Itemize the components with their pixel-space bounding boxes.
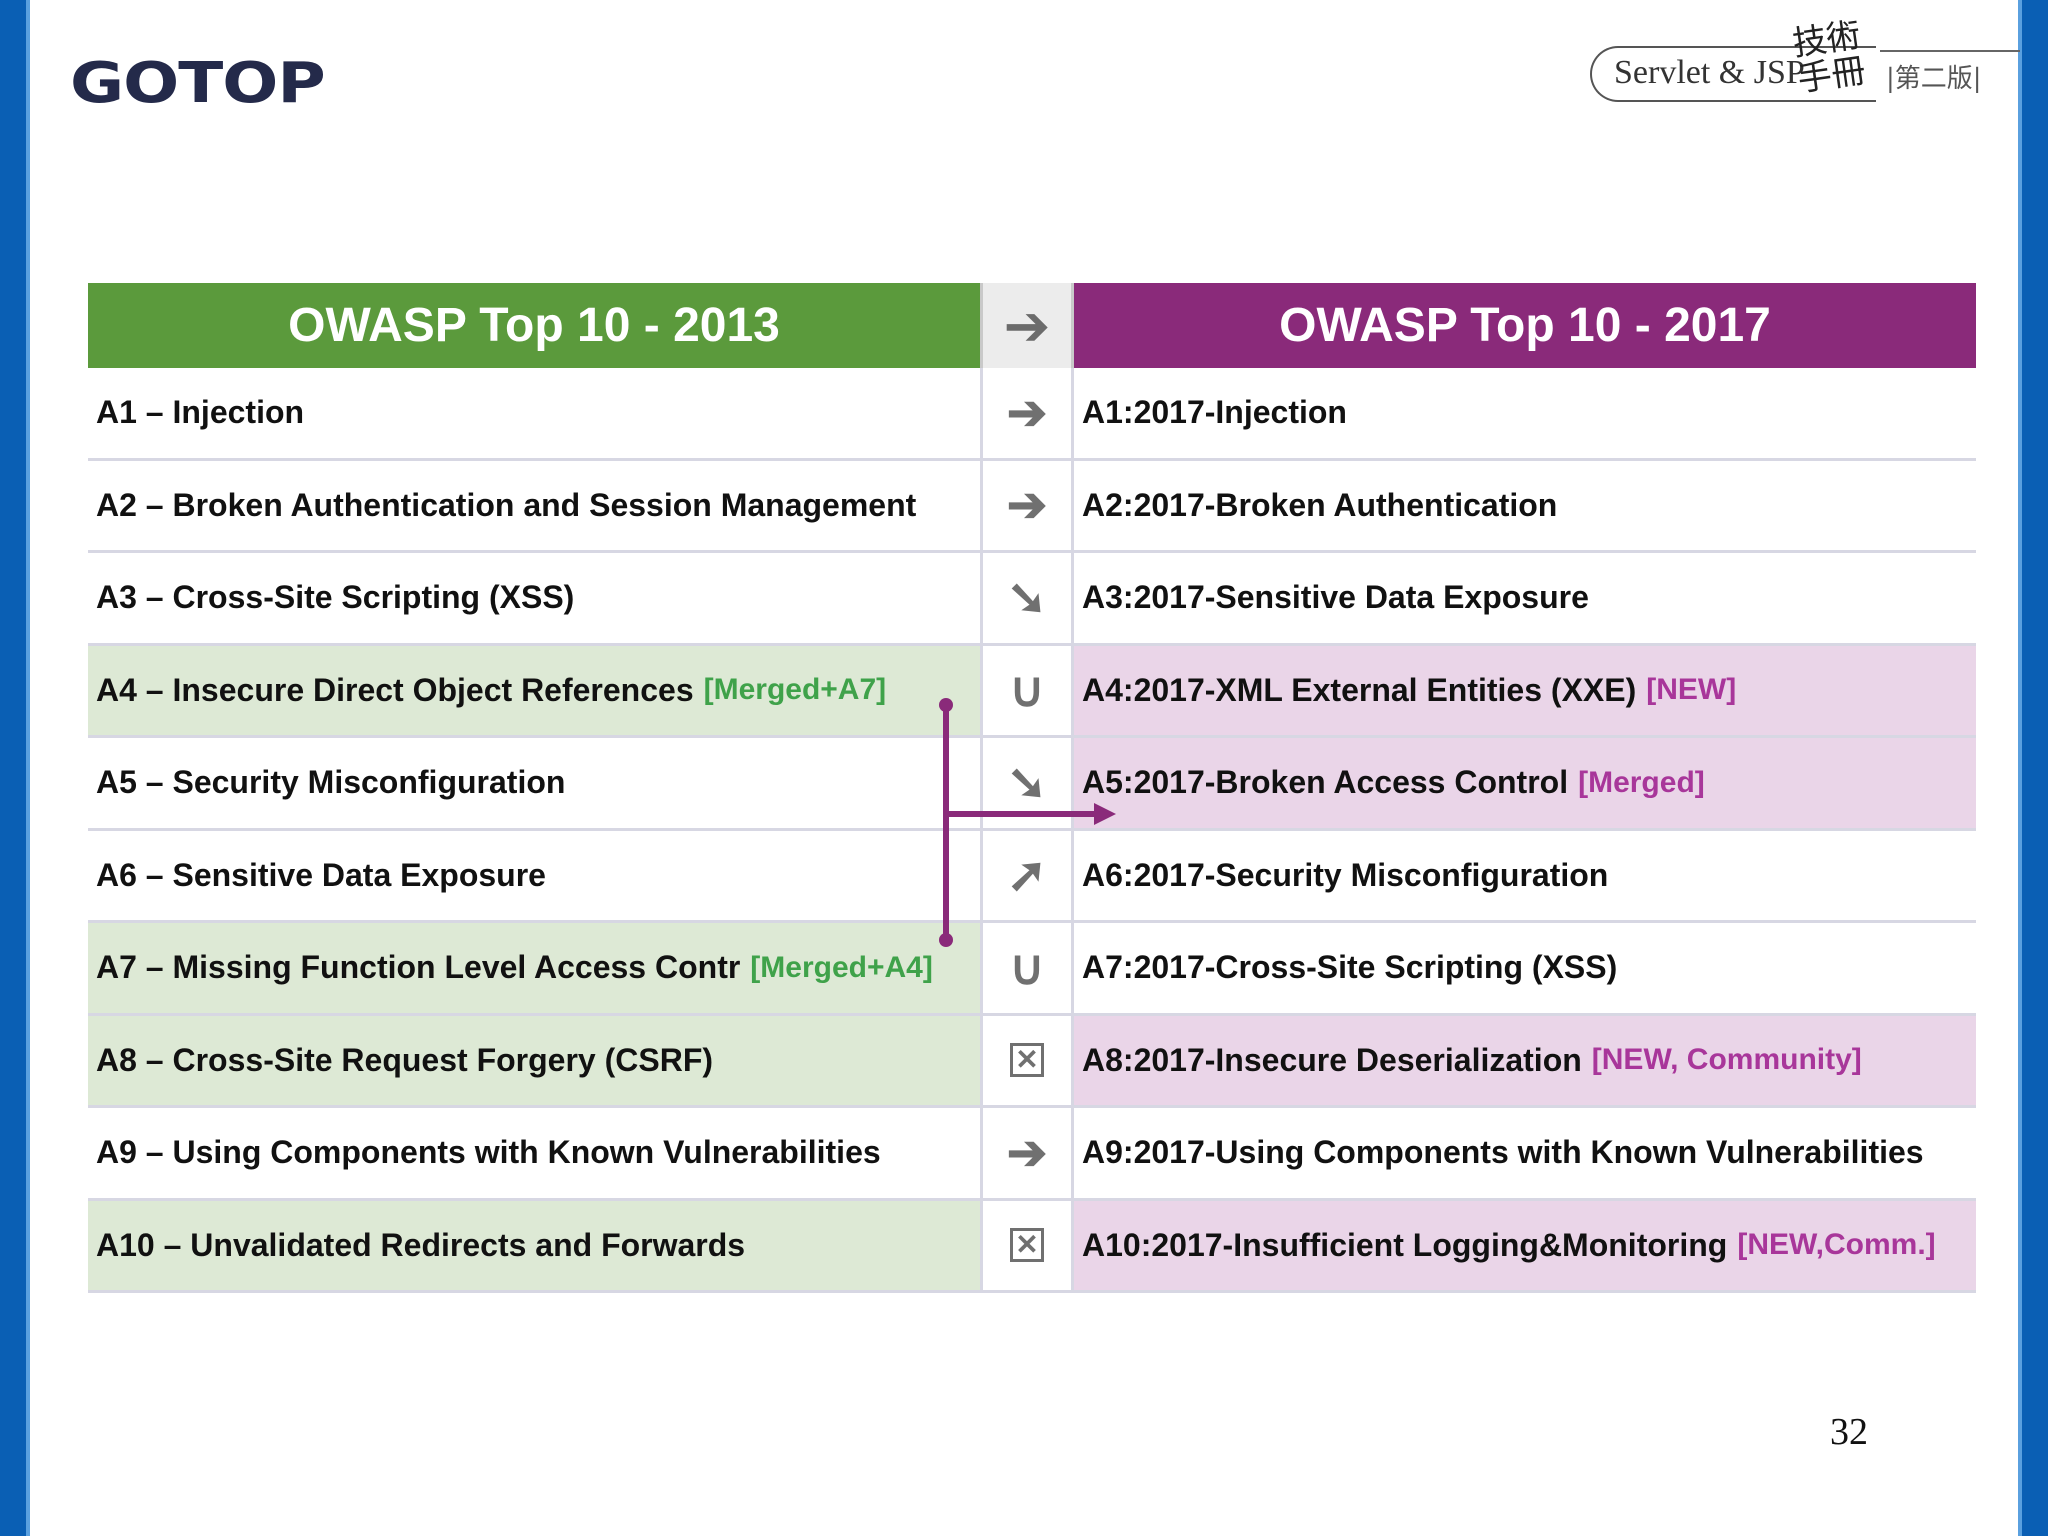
arrow-right-icon: ➔ — [1006, 1126, 1048, 1180]
cell-2013-text: A3 – Cross-Site Scripting (XSS) — [96, 579, 575, 616]
table-row: A3 – Cross-Site Scripting (XSS) ➘ A3:2017-… — [88, 553, 1976, 646]
cell-2013-text: A5 – Security Misconfiguration — [96, 764, 566, 801]
arrow-right-icon: ➔ — [1006, 479, 1048, 533]
cell-2017: A6:2017-Security Misconfiguration — [1074, 831, 1976, 923]
status-tag: [Merged] — [1578, 765, 1705, 799]
cell-2017-text: A3:2017-Sensitive Data Exposure — [1082, 579, 1589, 616]
cell-2013: A1 – Injection — [88, 368, 980, 461]
cell-2017: A5:2017-Broken Access Control [Merged] — [1074, 738, 1976, 831]
cell-2013-text: A8 – Cross-Site Request Forgery (CSRF) — [96, 1041, 714, 1078]
cell-2013-text: A7 – Missing Function Level Access Contr — [96, 949, 741, 986]
cell-2013-text: A6 – Sensitive Data Exposure — [96, 856, 546, 893]
status-tag: [NEW, Community] — [1591, 1043, 1862, 1077]
book-edition: |第二版| — [1886, 64, 1982, 94]
cell-2013-text: A2 – Broken Authentication and Session M… — [96, 486, 917, 523]
cell-2017-text: A9:2017-Using Components with Known Vuln… — [1082, 1134, 1924, 1171]
cell-2017: A4:2017-XML External Entities (XXE) [NEW] — [1074, 645, 1976, 738]
mapping-cell: ✕ — [980, 1015, 1074, 1108]
book-hanzi-title: 技術手冊 — [1790, 15, 1869, 100]
cell-2013-text: A9 – Using Components with Known Vulnera… — [96, 1134, 881, 1171]
cell-2013-text: A10 – Unvalidated Redirects and Forwards — [96, 1226, 746, 1263]
union-icon: ∪ — [1009, 941, 1045, 995]
cell-2017: A8:2017-Insecure Deserialization [NEW, Co… — [1074, 1015, 1976, 1108]
cell-2013-text: A4 – Insecure Direct Object References — [96, 671, 694, 708]
cell-2017: A9:2017-Using Components with Known Vuln… — [1074, 1108, 1976, 1201]
arrow-down-right-icon: ➘ — [1006, 756, 1048, 810]
mapping-cell: ∪ — [980, 923, 1074, 1016]
table-row: A8 – Cross-Site Request Forgery (CSRF) ✕ A… — [88, 1015, 1976, 1108]
cell-2013: A10 – Unvalidated Redirects and Forwards — [88, 1200, 980, 1293]
header-2017: OWASP Top 10 - 2017 — [1074, 283, 1976, 368]
cell-2013: A3 – Cross-Site Scripting (XSS) — [88, 553, 980, 646]
cell-2013: A9 – Using Components with Known Vulnera… — [88, 1108, 980, 1201]
removed-x-icon: ✕ — [1010, 1043, 1044, 1078]
mapping-cell: ➔ — [980, 1108, 1074, 1201]
cell-2017-text: A1:2017-Injection — [1082, 394, 1347, 431]
mapping-cell: ➔ — [980, 460, 1074, 553]
cell-2013: A8 – Cross-Site Request Forgery (CSRF) — [88, 1015, 980, 1108]
cell-2017: A10:2017-Insufficient Logging&Monitoring… — [1074, 1200, 1976, 1293]
arrow-down-right-icon: ➘ — [1006, 571, 1048, 625]
merged-tag: [Merged+A4] — [750, 950, 933, 984]
gotop-logo: GOTOP — [70, 50, 326, 116]
removed-x-icon: ✕ — [1010, 1228, 1044, 1263]
table-row: A4 – Insecure Direct Object References [M… — [88, 645, 1976, 738]
cell-2013: A7 – Missing Function Level Access Contr… — [88, 923, 980, 1016]
mapping-cell: ∪ — [980, 645, 1074, 738]
table-row: A10 – Unvalidated Redirects and Forwards… — [88, 1200, 1976, 1293]
mapping-cell: ➘ — [980, 738, 1074, 831]
cell-2013: A5 – Security Misconfiguration — [88, 738, 980, 831]
cell-2017: A3:2017-Sensitive Data Exposure — [1074, 553, 1976, 646]
cell-2017-text: A10:2017-Insufficient Logging&Monitoring — [1082, 1226, 1728, 1263]
table-row: A2 – Broken Authentication and Session M… — [88, 460, 1976, 553]
cell-2017: A1:2017-Injection — [1074, 368, 1976, 461]
header-arrow-icon: ➔ — [980, 283, 1074, 368]
cell-2013: A4 – Insecure Direct Object References [M… — [88, 645, 980, 738]
table-row: A5 – Security Misconfiguration ➘ A5:2017-B… — [88, 738, 1976, 831]
arrow-right-icon: ➔ — [1006, 386, 1048, 440]
left-border-bar — [0, 0, 26, 1536]
right-border-bar — [2022, 0, 2048, 1536]
mapping-cell: ➚ — [980, 830, 1074, 923]
cell-2013: A2 – Broken Authentication and Session M… — [88, 461, 980, 553]
book-badge-pill — [1590, 46, 1876, 102]
left-border-accent — [26, 0, 30, 1536]
status-tag: [NEW] — [1646, 673, 1737, 707]
mapping-cell: ➘ — [980, 553, 1074, 646]
table-row: A1 – Injection ➔ A1:2017-Injection — [88, 368, 1976, 461]
table-row: A7 – Missing Function Level Access Contr… — [88, 923, 1976, 1016]
right-border-accent — [2018, 0, 2022, 1536]
cell-2017-text: A8:2017-Insecure Deserialization — [1082, 1041, 1582, 1078]
cell-2017-text: A6:2017-Security Misconfiguration — [1082, 856, 1609, 893]
mapping-cell: ✕ — [980, 1200, 1074, 1293]
table-row: A6 – Sensitive Data Exposure ➚ A6:2017-Sec… — [88, 830, 1976, 923]
header-2013: OWASP Top 10 - 2013 — [88, 283, 980, 368]
cell-2017-text: A4:2017-XML External Entities (XXE) — [1082, 671, 1637, 708]
cell-2017-text: A2:2017-Broken Authentication — [1082, 486, 1558, 523]
table-row: A9 – Using Components with Known Vulnera… — [88, 1108, 1976, 1201]
page-number: 32 — [1830, 1411, 1868, 1453]
cell-2013: A6 – Sensitive Data Exposure — [88, 831, 980, 923]
cell-2017-text: A5:2017-Broken Access Control — [1082, 764, 1569, 801]
cell-2017-text: A7:2017-Cross-Site Scripting (XSS) — [1082, 949, 1618, 986]
arrow-up-right-icon: ➚ — [1006, 849, 1048, 903]
mapping-cell: ➔ — [980, 368, 1074, 461]
status-tag: [NEW,Comm.] — [1737, 1228, 1936, 1262]
union-icon: ∪ — [1009, 664, 1045, 718]
cell-2017: A2:2017-Broken Authentication — [1074, 461, 1976, 553]
merged-tag: [Merged+A7] — [703, 673, 887, 707]
cell-2017: A7:2017-Cross-Site Scripting (XSS) — [1074, 923, 1976, 1016]
book-title: Servlet & JSP — [1614, 54, 1805, 91]
book-badge: Servlet & JSP 技術手冊 |第二版| — [1590, 15, 2026, 138]
book-badge-line — [1880, 50, 2020, 52]
cell-2013-text: A1 – Injection — [96, 394, 305, 431]
